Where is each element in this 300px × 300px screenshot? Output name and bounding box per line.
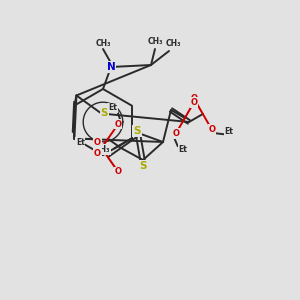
Text: O: O [94,138,101,147]
Text: Et: Et [224,127,233,136]
Text: S: S [133,126,141,136]
Text: O: O [115,120,122,129]
Text: N: N [106,62,116,72]
Text: S: S [101,107,108,118]
Text: CH₃: CH₃ [147,38,163,46]
Text: O: O [115,167,122,176]
Text: O: O [172,129,179,138]
Text: CH₃: CH₃ [95,38,111,47]
Text: CH₃: CH₃ [165,40,181,49]
Text: CH₃: CH₃ [95,145,110,154]
Text: Et: Et [76,138,85,147]
Text: O: O [94,149,101,158]
Text: O: O [208,125,215,134]
Text: Et: Et [178,145,188,154]
Text: Et: Et [108,103,117,112]
Text: O: O [190,98,197,107]
Text: O: O [190,94,197,103]
Text: S: S [139,161,147,171]
